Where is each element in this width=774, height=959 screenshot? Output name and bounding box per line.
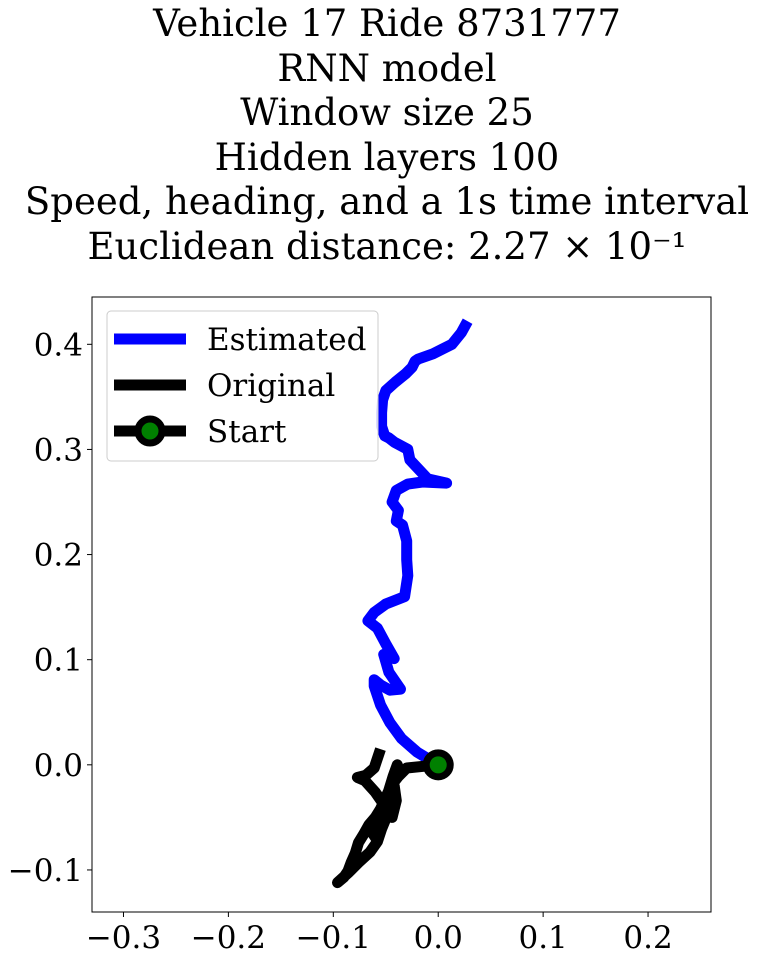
x-tick-label: −0.2 <box>191 920 266 956</box>
x-tick-label: −0.1 <box>296 920 371 956</box>
title-line: Speed, heading, and a 1s time interval <box>24 180 750 224</box>
chart-title: Vehicle 17 Ride 8731777 RNN model Window s… <box>0 2 774 270</box>
legend-label-original: Original <box>207 368 335 404</box>
y-tick-label: 0.3 <box>34 432 83 468</box>
y-tick-label: 0.2 <box>34 538 83 574</box>
legend: Estimated Original Start <box>106 310 379 462</box>
y-tick-label: 0.1 <box>34 643 83 679</box>
title-line: Euclidean distance: 2.27 × 10⁻¹ <box>87 224 687 268</box>
legend-box <box>106 310 379 462</box>
title-line: Window size 25 <box>240 91 534 135</box>
series-line-original <box>332 747 439 889</box>
x-tick-label: 0.2 <box>623 920 672 956</box>
x-tick-label: −0.3 <box>86 920 161 956</box>
legend-label-start: Start <box>207 414 287 450</box>
data-series-layer <box>332 318 473 889</box>
x-tick-label: 0.1 <box>518 920 567 956</box>
y-tick-label: 0.0 <box>34 748 83 784</box>
start-marker <box>422 749 454 781</box>
legend-label-estimated: Estimated <box>207 322 366 358</box>
title-line: RNN model <box>277 46 497 90</box>
axis-ticks-layer: −0.3 −0.2 −0.1 0.0 0.1 0.2 −0.1 0.0 0.1 0.2 0.3 0.4 <box>8 327 673 956</box>
y-tick-label: −0.1 <box>8 853 83 889</box>
title-line: Hidden layers 100 <box>214 135 560 179</box>
y-tick-label: 0.4 <box>34 327 83 363</box>
series-line-estimated <box>362 318 473 770</box>
x-tick-label: 0.0 <box>414 920 463 956</box>
title-line: Vehicle 17 Ride 8731777 <box>153 2 621 45</box>
legend-start-marker <box>134 415 166 447</box>
